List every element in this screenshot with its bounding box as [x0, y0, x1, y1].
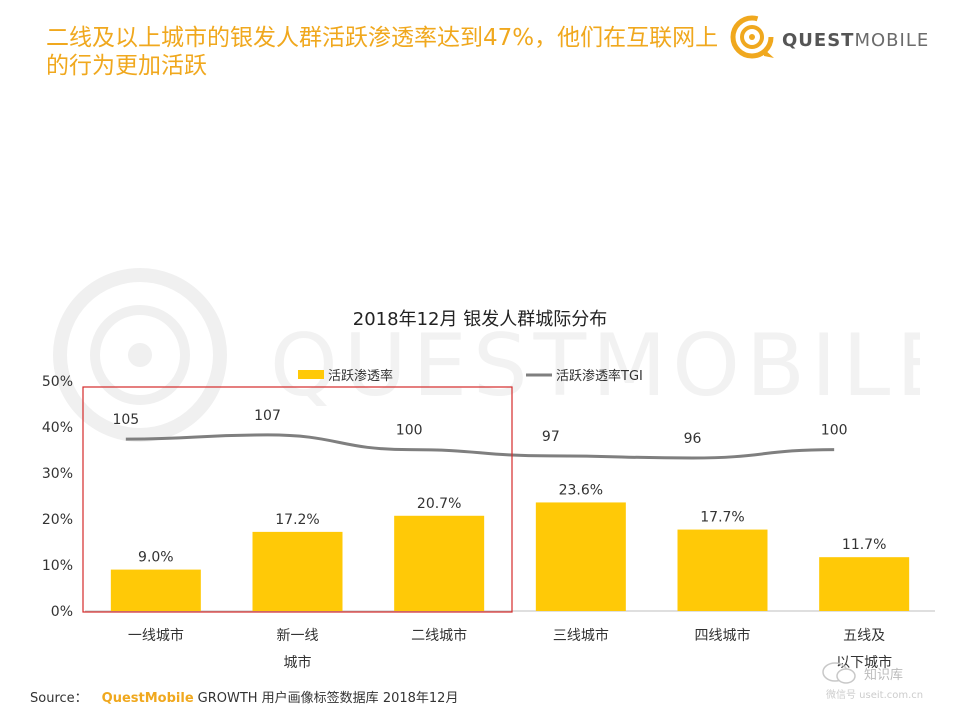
- tgi-line: [125, 433, 835, 460]
- highlight-box: [82, 386, 513, 613]
- bar-value-label: 23.6%: [559, 482, 603, 498]
- x-tick-label: 三线城市: [553, 627, 609, 644]
- tgi-value-label: 107: [254, 408, 281, 424]
- brand-name-bold: QUEST: [782, 30, 855, 51]
- source-text: GROWTH 用户画像标签数据库 2018年12月: [197, 691, 459, 706]
- bar-value-label: 20.7%: [417, 496, 461, 512]
- bar-value-label: 9.0%: [138, 550, 174, 566]
- y-tick-label: 30%: [42, 466, 73, 482]
- legend-line-label: 活跃渗透率TGI: [556, 368, 643, 384]
- tgi-value-label: 97: [542, 429, 560, 445]
- y-tick-label: 0%: [51, 604, 73, 620]
- x-tick-label: 五线及: [843, 628, 885, 644]
- source-brand: QuestMobile: [101, 691, 194, 706]
- brand-name: QUESTMOBILE: [782, 30, 929, 51]
- legend-bar-swatch: [298, 370, 324, 379]
- questmobile-logo-icon: [730, 15, 774, 59]
- wechat-id: 微信号 useit.com.cn: [826, 690, 924, 701]
- tgi-value-label: 105: [112, 412, 139, 428]
- tgi-value-label: 100: [396, 423, 423, 439]
- x-tick-label: 一线城市: [128, 627, 184, 644]
- chart-title: 2018年12月 银发人群城际分布: [353, 309, 607, 330]
- x-tick-label: 二线城市: [411, 627, 467, 644]
- bar: [535, 502, 626, 611]
- y-tick-label: 50%: [42, 374, 73, 390]
- x-tick-label: 新一线: [277, 628, 319, 644]
- legend-bar-label: 活跃渗透率: [328, 368, 393, 384]
- tgi-value-label: 96: [684, 431, 702, 447]
- bar: [819, 557, 910, 611]
- bar: [677, 529, 768, 611]
- x-tick-label: 四线城市: [695, 627, 751, 644]
- bar-value-label: 17.2%: [275, 512, 319, 528]
- y-tick-label: 10%: [42, 558, 73, 574]
- x-tick-label: 城市: [284, 654, 312, 671]
- bar-value-label: 11.7%: [842, 537, 886, 553]
- wechat-icon: [822, 662, 856, 684]
- headline: 二线及以上城市的银发人群活跃渗透率达到47%，他们在互联网上的行为更加活跃: [46, 25, 719, 79]
- questmobile-logo: QUESTMOBILE: [728, 12, 928, 62]
- y-tick-label: 20%: [42, 512, 73, 528]
- y-tick-label: 40%: [42, 420, 73, 436]
- tgi-value-label: 100: [821, 423, 848, 439]
- bar: [394, 515, 485, 611]
- legend: 活跃渗透率 活跃渗透率TGI: [298, 368, 643, 384]
- wechat-watermark: 知识库 微信号 useit.com.cn: [820, 660, 950, 706]
- brand-name-light: MOBILE: [854, 30, 930, 51]
- bar: [110, 569, 201, 611]
- bar-value-label: 17.7%: [700, 510, 744, 526]
- x-tick-label: 以下城市: [836, 654, 892, 671]
- source-note: Source： QuestMobile GROWTH 用户画像标签数据库 2018年…: [30, 687, 458, 706]
- bar: [252, 531, 343, 611]
- wechat-name: 知识库: [864, 668, 904, 683]
- source-label: Source：: [30, 691, 88, 706]
